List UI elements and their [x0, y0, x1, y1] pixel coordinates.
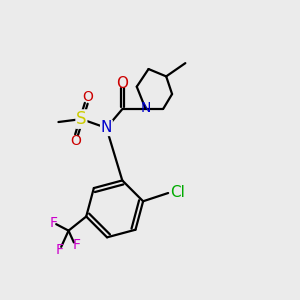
Text: O: O: [70, 134, 81, 148]
Text: N: N: [101, 120, 112, 135]
Text: F: F: [56, 243, 64, 257]
Text: F: F: [73, 238, 81, 252]
Text: O: O: [82, 90, 93, 104]
Text: N: N: [140, 101, 151, 115]
Text: Cl: Cl: [170, 184, 185, 200]
Text: S: S: [76, 110, 87, 128]
Text: F: F: [50, 216, 58, 230]
Text: O: O: [117, 76, 129, 91]
